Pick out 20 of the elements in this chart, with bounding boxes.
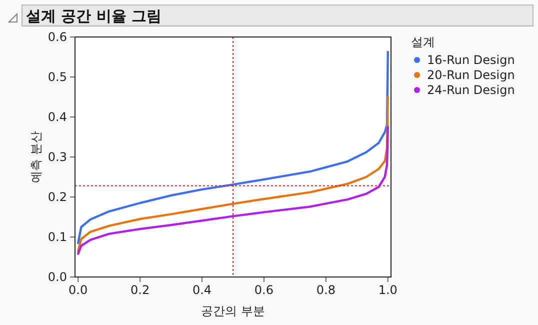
y-tick-label: 0.4 bbox=[48, 110, 67, 124]
legend-title: 설계 bbox=[411, 35, 435, 49]
x-tick-label: 0.0 bbox=[68, 283, 88, 297]
y-tick-label: 0.5 bbox=[48, 70, 67, 84]
chart-title: 설계 공간 비율 그림 bbox=[26, 7, 162, 25]
legend-label: 16-Run Design bbox=[427, 53, 515, 67]
y-tick-label: 0.0 bbox=[48, 270, 67, 284]
x-tick-label: 0.2 bbox=[130, 283, 150, 297]
y-tick-label: 0.6 bbox=[48, 30, 67, 44]
y-axis-title: 예측 분산 bbox=[29, 131, 43, 183]
x-tick-label: 0.8 bbox=[316, 283, 336, 297]
x-axis-title: 공간의 부분 bbox=[201, 304, 265, 318]
y-tick-label: 0.1 bbox=[48, 230, 67, 244]
y-tick-label: 0.3 bbox=[48, 150, 67, 164]
y-tick-label: 0.2 bbox=[48, 190, 67, 204]
x-tick-label: 1.0 bbox=[378, 283, 398, 297]
x-tick-label: 0.4 bbox=[192, 283, 212, 297]
legend-label: 20-Run Design bbox=[427, 68, 515, 82]
legend-label: 24-Run Design bbox=[427, 83, 515, 97]
x-tick-label: 0.6 bbox=[254, 283, 274, 297]
